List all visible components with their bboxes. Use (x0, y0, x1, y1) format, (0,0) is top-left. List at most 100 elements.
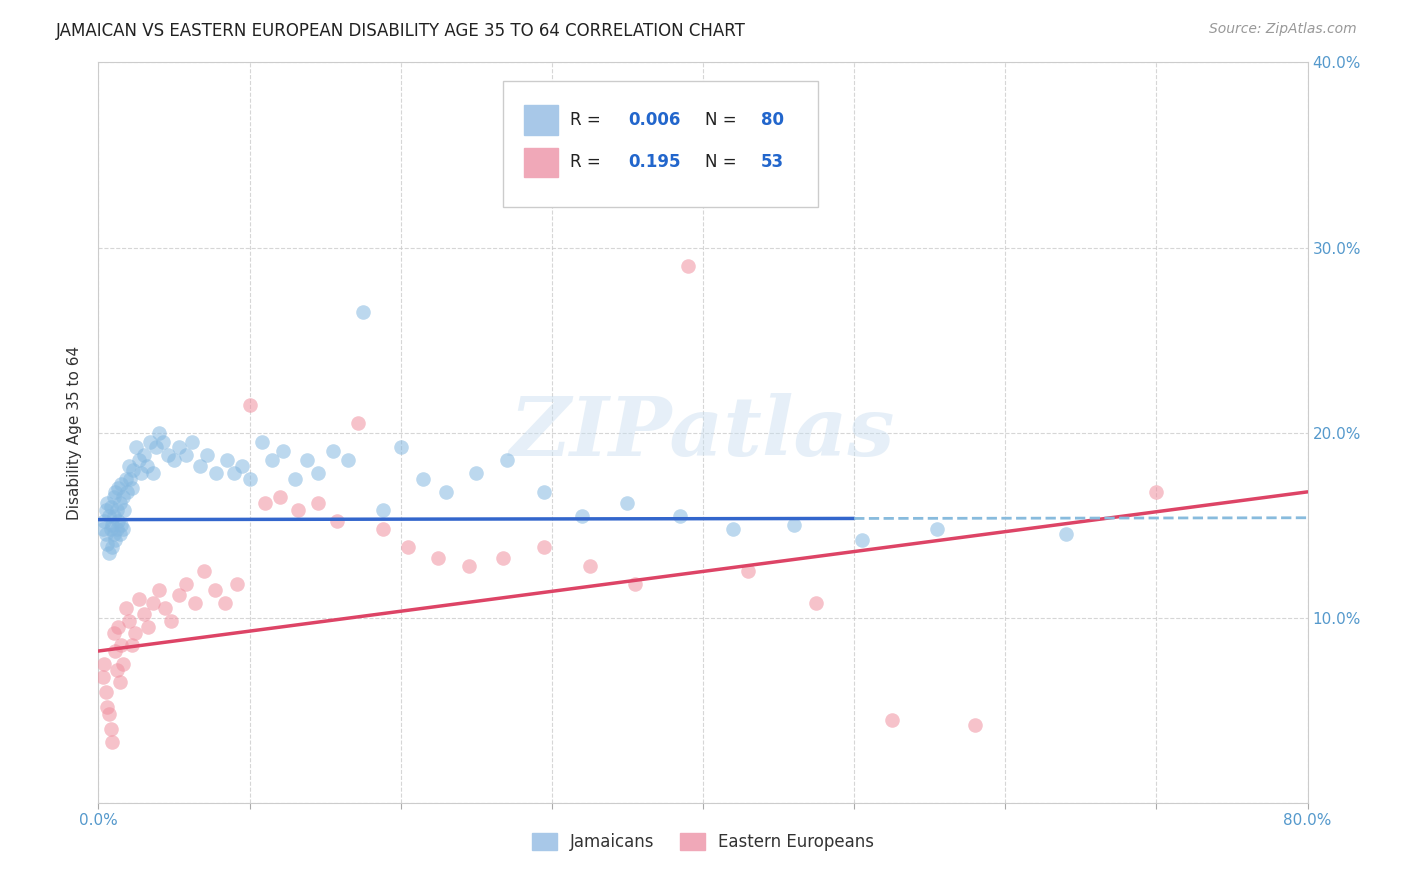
Y-axis label: Disability Age 35 to 64: Disability Age 35 to 64 (67, 345, 83, 520)
Point (287, 503, 309, 517)
Point (105, 663, 128, 677)
Point (94, 503, 117, 517)
Point (91, 670, 114, 684)
Point (262, 453, 284, 467)
Point (880, 713, 903, 727)
Point (250, 434, 273, 449)
Point (121, 481, 143, 495)
FancyBboxPatch shape (524, 147, 558, 178)
Point (91, 522, 114, 536)
Point (145, 441, 167, 455)
Text: Source: ZipAtlas.com: Source: ZipAtlas.com (1209, 22, 1357, 37)
Point (94, 527, 117, 541)
Point (352, 305, 374, 319)
Point (98, 546, 121, 560)
Point (118, 615, 141, 629)
Point (124, 625, 146, 640)
Point (578, 558, 600, 573)
Text: N =: N = (706, 153, 742, 171)
Point (295, 453, 318, 467)
Point (533, 541, 555, 555)
Point (152, 434, 174, 449)
Point (231, 458, 253, 473)
Point (371, 503, 394, 517)
Point (193, 565, 215, 579)
Point (167, 441, 190, 455)
Point (253, 496, 276, 510)
Point (96, 699, 118, 714)
Point (156, 448, 179, 462)
Legend: Jamaicans, Eastern Europeans: Jamaicans, Eastern Europeans (526, 826, 880, 857)
Point (326, 515, 349, 529)
Point (1144, 484, 1167, 499)
Point (107, 620, 129, 634)
Text: 0.006: 0.006 (628, 112, 681, 129)
Point (125, 441, 148, 455)
Text: 53: 53 (761, 153, 785, 171)
Text: R =: R = (569, 112, 606, 129)
Point (114, 601, 136, 615)
Point (322, 444, 344, 458)
Point (1054, 527, 1077, 541)
Point (389, 441, 412, 455)
Point (108, 527, 131, 541)
Point (457, 558, 479, 573)
Point (128, 453, 150, 467)
Point (139, 434, 162, 449)
Point (624, 577, 647, 591)
Point (205, 467, 228, 481)
Point (195, 448, 218, 462)
Point (465, 467, 488, 481)
Point (239, 398, 262, 412)
Point (128, 592, 150, 607)
Point (434, 484, 457, 499)
Point (965, 718, 987, 732)
Point (104, 484, 127, 499)
Point (412, 472, 434, 486)
Text: ZIPatlas: ZIPatlas (510, 392, 896, 473)
Point (737, 565, 759, 579)
Point (723, 522, 745, 536)
Point (112, 503, 135, 517)
Point (107, 481, 129, 495)
FancyBboxPatch shape (503, 81, 818, 207)
Point (806, 596, 828, 610)
Point (269, 491, 291, 505)
Point (111, 657, 134, 671)
Point (121, 639, 143, 653)
Point (271, 444, 294, 458)
Point (427, 551, 450, 566)
Point (927, 522, 949, 536)
Point (103, 527, 125, 541)
Point (136, 620, 159, 634)
Point (105, 503, 128, 517)
Point (118, 458, 141, 473)
Point (94, 685, 117, 699)
Point (135, 458, 157, 473)
Text: JAMAICAN VS EASTERN EUROPEAN DISABILITY AGE 35 TO 64 CORRELATION CHART: JAMAICAN VS EASTERN EUROPEAN DISABILITY … (56, 22, 747, 40)
Point (101, 735, 124, 749)
Point (163, 453, 186, 467)
Point (98, 508, 121, 523)
Point (783, 518, 806, 533)
Point (122, 462, 145, 476)
Point (107, 515, 129, 529)
Text: 80: 80 (761, 112, 785, 129)
Point (142, 596, 165, 610)
Point (224, 467, 246, 481)
Point (396, 541, 419, 555)
Point (110, 477, 132, 491)
Point (103, 508, 125, 523)
Point (129, 467, 152, 481)
Point (104, 533, 127, 547)
Point (110, 639, 132, 653)
Point (347, 417, 370, 431)
Point (336, 453, 359, 467)
Point (174, 448, 197, 462)
FancyBboxPatch shape (524, 105, 558, 135)
Point (148, 425, 170, 440)
Point (105, 522, 128, 536)
Point (120, 472, 142, 486)
Point (226, 577, 249, 591)
Point (93, 515, 115, 529)
